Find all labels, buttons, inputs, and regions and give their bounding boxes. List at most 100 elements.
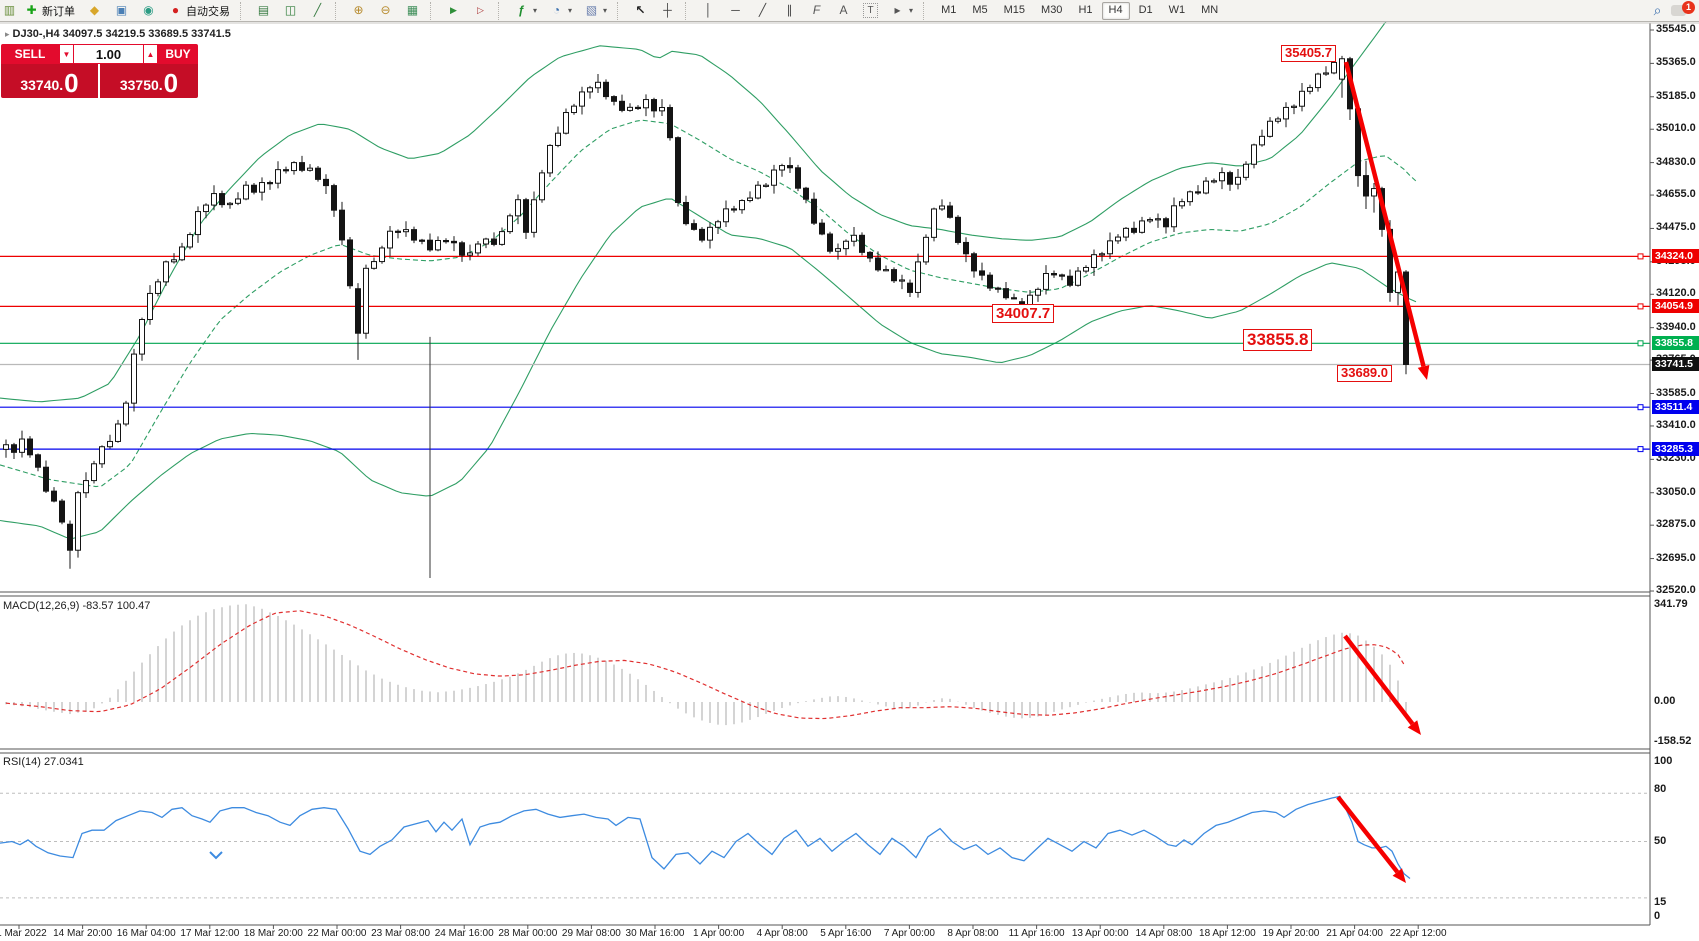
timeframe-button-m5[interactable]: M5 <box>972 3 988 16</box>
vertical-line-button[interactable]: │ <box>696 2 721 20</box>
equidistant-channel-icon: ∥ <box>786 3 793 17</box>
volume-decrease-button[interactable]: ▼ <box>59 44 74 64</box>
text-label-button[interactable]: T <box>858 2 883 20</box>
new-order-icon: ✚ <box>26 3 37 17</box>
timeframe-button-d1[interactable]: D1 <box>1138 3 1153 16</box>
channel-button[interactable]: ∥ <box>777 2 802 20</box>
chart-shift-icon: ▷ <box>477 5 484 15</box>
trendline-button[interactable]: ╱ <box>750 2 775 20</box>
fibonacci-button[interactable]: F <box>804 2 829 20</box>
bar-chart-button[interactable]: ▤ <box>251 2 276 20</box>
templates-button[interactable]: ▧ ▾ <box>579 2 612 20</box>
trendline-icon: ╱ <box>758 3 767 17</box>
tile-windows-button[interactable]: ▦ <box>400 2 425 20</box>
crosshair-button[interactable]: ┼ <box>655 2 680 20</box>
cursor-button[interactable]: ↖ <box>628 2 653 20</box>
timeframe-group: M1 M5 M15 M30 H1 H4 D1 W1 MN <box>934 1 1225 20</box>
auto-trading-label: 自动交易 <box>186 5 230 18</box>
auto-trading-icon: ● <box>171 3 180 17</box>
auto-scroll-button[interactable]: ▶ <box>441 2 466 20</box>
horizontal-line-button[interactable]: ─ <box>723 2 748 20</box>
search-icon[interactable]: ⌕ <box>1653 2 1662 18</box>
timeframe-button-m1[interactable]: M1 <box>941 3 957 16</box>
candle-chart-button[interactable]: ◫ <box>278 2 303 20</box>
toolbar-separator <box>498 1 504 20</box>
bar-chart-icon: ▤ <box>257 3 270 17</box>
main-toolbar: ▥ ✚ 新订单 ◆ ▣ ◉ ● 自动交易 ▤ ◫ ╱ ⊕ ⊖ ▦ ▶ ▷ ƒ ▾ … <box>0 0 1699 22</box>
highlighter-button[interactable]: ◆ <box>82 2 107 20</box>
chevron-down-icon: ▾ <box>909 6 914 15</box>
zoom-out-icon: ⊖ <box>380 3 391 17</box>
toolbar-separator <box>923 1 929 20</box>
zoom-in-icon: ⊕ <box>353 3 364 17</box>
volume-input[interactable]: 1.00 <box>74 44 143 64</box>
symbol-header: ▸ DJ30-,H4 34097.5 34219.5 33689.5 33741.… <box>5 28 231 40</box>
chevron-down-icon: ▾ <box>603 6 608 15</box>
periods-button[interactable]: ◔ ▾ <box>544 2 577 20</box>
chevron-down-icon: ▾ <box>568 6 573 15</box>
candlestick-icon: ◫ <box>284 3 297 17</box>
symbol-ohlc-text: DJ30-,H4 34097.5 34219.5 33689.5 33741.5 <box>12 28 231 40</box>
arrows-button[interactable]: ▸ ▾ <box>885 2 918 20</box>
auto-scroll-icon: ▶ <box>450 5 457 15</box>
rsi-indicator <box>0 792 1650 899</box>
timeframe-button-mn[interactable]: MN <box>1201 3 1219 16</box>
line-chart-button[interactable]: ╱ <box>305 2 330 20</box>
toolbar-separator <box>240 1 246 20</box>
line-chart-icon: ╱ <box>313 3 322 17</box>
mini-chart-icon[interactable]: ▥ <box>3 3 16 17</box>
toolbar-separator <box>335 1 341 20</box>
symbol-marker-icon: ▸ <box>5 29 10 39</box>
zoom-in-button[interactable]: ⊕ <box>346 2 371 20</box>
trend-arrow-objects[interactable] <box>1336 61 1430 883</box>
cursor-icon: ↖ <box>635 3 646 17</box>
arrows-icon: ▸ <box>894 3 901 17</box>
vertical-line-icon: │ <box>704 3 713 17</box>
text-button[interactable]: A <box>831 2 856 20</box>
highlighter-icon: ◆ <box>89 3 100 17</box>
toolbar-separator <box>617 1 623 20</box>
volume-increase-button[interactable]: ▲ <box>143 44 158 64</box>
bollinger-bands <box>0 0 1417 540</box>
broadcast-button[interactable]: ◉ <box>136 2 161 20</box>
buy-button[interactable]: BUY <box>158 44 198 64</box>
horizontal-line-objects[interactable] <box>0 253 1650 579</box>
clock-icon: ◔ <box>552 3 561 17</box>
horizontal-line-icon: ─ <box>731 3 740 17</box>
text-label-icon: T <box>863 3 879 18</box>
add-indicator-icon: ƒ <box>518 3 525 17</box>
zoom-out-button[interactable]: ⊖ <box>373 2 398 20</box>
timeframe-button-h1[interactable]: H1 <box>1078 3 1093 16</box>
new-order-button[interactable]: ✚ 新订单 <box>19 2 80 20</box>
pane-borders <box>0 22 1699 926</box>
new-order-label: 新订单 <box>42 5 75 18</box>
one-click-trading-panel: SELL ▼ 1.00 ▲ BUY 33740. 0 33750. 0 <box>1 44 198 98</box>
broadcast-icon: ◉ <box>143 3 154 17</box>
chart-shift-button[interactable]: ▷ <box>468 2 493 20</box>
timeframe-button-m30[interactable]: M30 <box>1041 3 1063 16</box>
timeframe-button-w1[interactable]: W1 <box>1168 3 1186 16</box>
timeframe-button-h4[interactable]: H4 <box>1101 1 1130 20</box>
ask-price[interactable]: 33750. 0 <box>100 64 198 98</box>
text-icon: A <box>839 3 848 17</box>
profiles-button[interactable]: ▣ <box>109 2 134 20</box>
candlestick-series <box>3 55 1409 569</box>
fibonacci-icon: F <box>812 3 821 17</box>
auto-trading-button[interactable]: ● 自动交易 <box>163 2 235 20</box>
profiles-icon: ▣ <box>115 3 128 17</box>
toolbar-separator <box>430 1 436 20</box>
notification-count-badge: 1 <box>1682 0 1695 14</box>
toolbar-separator <box>685 1 691 20</box>
chat-bubble-icon <box>1671 4 1686 16</box>
bid-price[interactable]: 33740. 0 <box>1 64 100 98</box>
templates-icon: ▧ <box>585 3 598 17</box>
chevron-down-icon: ▾ <box>533 6 538 15</box>
timeframe-button-m15[interactable]: M15 <box>1003 3 1026 16</box>
tile-windows-icon: ▦ <box>406 3 419 17</box>
add-indicator-button[interactable]: ƒ ▾ <box>509 2 542 20</box>
crosshair-icon: ┼ <box>663 3 672 17</box>
sell-button[interactable]: SELL <box>1 44 59 64</box>
notifications-button[interactable]: 1 <box>1671 0 1695 19</box>
toolbar-right-group: ⌕ 1 <box>1650 0 1697 19</box>
